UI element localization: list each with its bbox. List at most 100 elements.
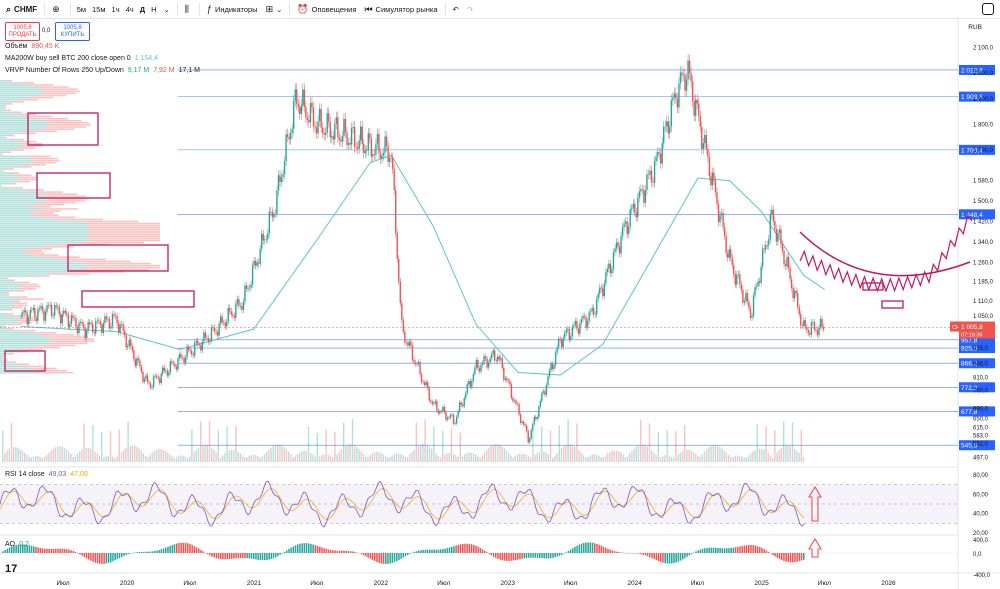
- indicators-button[interactable]: ƒ Индикаторы: [203, 0, 262, 18]
- volume-bar: [384, 455, 387, 462]
- ao-bar: [389, 553, 391, 564]
- volume-profile-bar-up: [0, 134, 8, 137]
- timeframe-5m[interactable]: 5м: [76, 4, 87, 14]
- candle-body: [649, 170, 651, 175]
- volume-profile-bar-up: [0, 143, 24, 145]
- volume-bar: [677, 454, 679, 462]
- volume-profile-bar-down: [17, 321, 33, 324]
- volume-bar: [525, 454, 527, 462]
- candle-body: [752, 295, 755, 316]
- candle-body: [114, 315, 117, 317]
- candle-body: [251, 264, 254, 285]
- buy-label: КУПИТЬ: [60, 31, 85, 38]
- ao-bar: [690, 553, 693, 554]
- candle-body: [404, 331, 406, 343]
- candle-body: [84, 327, 86, 338]
- candle-body: [151, 387, 153, 388]
- candle-body: [356, 147, 359, 149]
- buy-button[interactable]: 1005,8 КУПИТЬ: [55, 22, 90, 41]
- timeframe-15m[interactable]: 15м: [92, 4, 106, 14]
- ao-bar: [688, 553, 691, 556]
- rsi-legend[interactable]: RSI 14 close 49,03 47,09: [5, 471, 88, 478]
- volume-bar: [332, 457, 334, 462]
- sell-button[interactable]: 1005,8 ПРОДАТЬ: [5, 22, 40, 41]
- volume-legend[interactable]: Объём 890,45 K: [5, 43, 59, 50]
- volume-bar: [19, 449, 21, 462]
- timeframe-dropdown[interactable]: ⌄: [159, 0, 173, 18]
- volume-profile-bar-up: [0, 235, 88, 237]
- volume-profile-bar-up: [0, 164, 26, 166]
- ao-bar: [369, 553, 372, 559]
- currency-label[interactable]: RUB: [968, 24, 982, 31]
- candle-body: [627, 226, 630, 234]
- volume-profile-bar-up: [0, 103, 8, 105]
- volume-profile-bar-up: [0, 248, 29, 250]
- candle-body: [577, 328, 580, 334]
- undo-button[interactable]: ↶: [449, 0, 463, 18]
- symbol-search[interactable]: ⌕ CHMF: [0, 0, 41, 18]
- volume-profile-bar-down: [37, 369, 68, 372]
- volume-profile-bar-up: [0, 250, 24, 252]
- price-level-label: 1 448,4: [961, 212, 983, 219]
- volume-profile-bar-down: [5, 292, 10, 294]
- candle-body: [95, 320, 97, 334]
- candle-body: [78, 322, 80, 334]
- price-level-tag: [959, 382, 995, 393]
- candle-body: [192, 354, 194, 356]
- rsi-axis-tick: 20,00: [973, 531, 989, 537]
- time-axis-label: Июл: [437, 580, 450, 587]
- ao-bar: [748, 545, 750, 553]
- ao-bar: [198, 548, 200, 553]
- redo-button[interactable]: ↷: [463, 0, 477, 18]
- candle-body: [553, 365, 555, 369]
- templates-button[interactable]: ⊞ ⌄: [262, 0, 287, 18]
- timeframe-day[interactable]: Д: [139, 4, 146, 14]
- volume-profile-bar-down: [48, 336, 88, 338]
- candle-body: [376, 133, 379, 144]
- volume-bar: [156, 449, 158, 462]
- volume-bar: [76, 453, 79, 462]
- volume-bar: [92, 425, 94, 462]
- candle-body: [56, 306, 59, 308]
- candle-body: [701, 126, 703, 149]
- vrvp-legend[interactable]: VRVP Number Of Rows 250 Up/Down 9,17 M 7,9…: [5, 67, 200, 74]
- ao-bar: [583, 542, 585, 553]
- ao-bar: [165, 547, 167, 553]
- volume-bar: [464, 454, 466, 462]
- annotation-rectangle: [36, 172, 111, 199]
- ao-bar: [481, 549, 484, 553]
- ao-bar: [726, 548, 728, 553]
- candle-body: [501, 358, 504, 368]
- volume-profile-bar-up: [0, 155, 28, 158]
- volume-bar: [131, 445, 134, 462]
- timeframe-1h[interactable]: 1ч: [111, 4, 120, 14]
- candle-body: [460, 402, 462, 405]
- volume-profile-bar-down: [14, 350, 27, 353]
- annotation-rectangle: [881, 300, 904, 309]
- timeframe-4h[interactable]: 4ч: [125, 4, 134, 14]
- candle-body: [720, 213, 723, 216]
- volume-bar: [426, 445, 428, 462]
- ao-legend[interactable]: AO 0,2: [5, 541, 29, 548]
- volume-bar: [756, 424, 758, 462]
- alerts-button[interactable]: ⏰ Оповещения: [293, 0, 360, 18]
- volume-profile-bar-down: [31, 254, 59, 256]
- chart-type-button[interactable]: ⫼: [181, 0, 196, 18]
- ao-bar: [334, 550, 336, 553]
- volume-profile-bar-up: [0, 275, 28, 277]
- fullscreen-icon[interactable]: [982, 3, 994, 15]
- ao-bar: [371, 553, 374, 561]
- ao-bar: [675, 553, 677, 563]
- price-axis-tick: 2 100,0: [973, 46, 994, 52]
- candle-body: [739, 274, 741, 285]
- compare-button[interactable]: ⊕: [48, 0, 67, 18]
- ao-bar: [642, 553, 644, 555]
- volume-bar: [279, 444, 281, 462]
- timeframe-week[interactable]: Н: [151, 4, 157, 14]
- replay-button[interactable]: ⏮ Симулятор рынка: [360, 0, 441, 18]
- volume-bar: [57, 446, 59, 462]
- candle-body: [259, 248, 261, 264]
- volume-bar: [664, 455, 666, 462]
